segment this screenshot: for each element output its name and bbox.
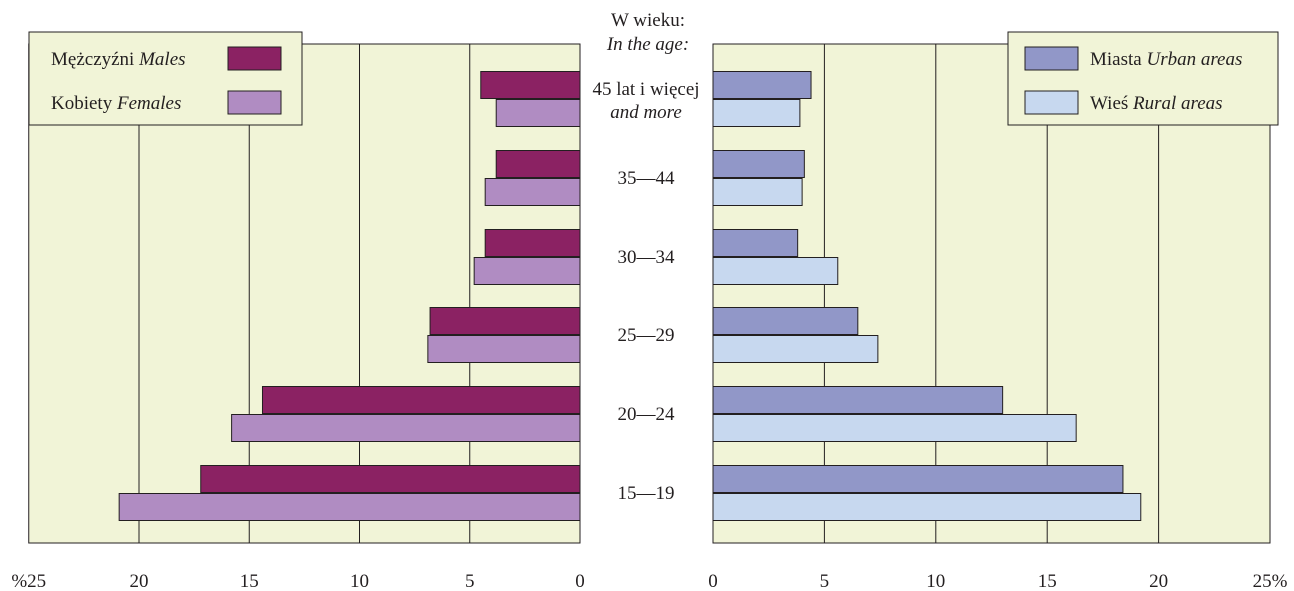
right-bar-urban-areas: [712, 465, 1124, 493]
right-tick-label: 25%: [1253, 571, 1288, 591]
left-tick-label: %25: [11, 571, 46, 591]
right-tick-label: 15: [1038, 571, 1057, 591]
right-panel: 0 5 10 15 20 25%: [708, 43, 1288, 591]
legend-label: Wieś Rural areas: [1090, 93, 1223, 114]
age-label: 35—44: [618, 168, 676, 189]
left-tick-label: 15: [240, 571, 259, 591]
right-tick-label: 0: [708, 571, 718, 591]
right-bar-urban-areas: [712, 71, 812, 99]
right-bar-rural-areas: [712, 493, 1142, 521]
right-bar-urban-areas: [712, 386, 1004, 414]
age-label: 25—29: [618, 325, 675, 346]
age-label: 45 lat i więcej: [592, 79, 699, 100]
right-tick-label: 20: [1149, 571, 1168, 591]
age-label: 15—19: [618, 483, 675, 504]
legend-label: Miasta Urban areas: [1090, 49, 1242, 70]
age-header-pl: W wieku:: [611, 10, 685, 31]
left-bar-males: [480, 71, 581, 99]
left-bar-females: [484, 178, 581, 206]
left-bar-males: [261, 386, 581, 414]
right-bar-urban-areas: [712, 229, 799, 257]
right-bar-rural-areas: [712, 178, 803, 206]
left-tick-label: 5: [465, 571, 475, 591]
age-header-en: In the age:: [606, 34, 689, 55]
right-bar-rural-areas: [712, 99, 801, 127]
right-bar-urban-areas: [712, 307, 859, 335]
left-tick-label: 10: [350, 571, 369, 591]
age-label-en: and more: [610, 102, 682, 123]
legend-swatch: [1024, 90, 1079, 115]
right-legend: Miasta Urban areas Wieś Rural areas: [1007, 31, 1279, 126]
right-bar-urban-areas: [712, 150, 805, 178]
age-label: 20—24: [618, 404, 676, 425]
age-label: 30—34: [618, 247, 676, 268]
right-bar-rural-areas: [712, 414, 1077, 442]
left-bar-males: [200, 465, 581, 493]
right-tick-label: 5: [820, 571, 830, 591]
left-bar-females: [231, 414, 581, 442]
legend-label: Kobiety Females: [51, 93, 181, 114]
legend-swatch: [1024, 46, 1079, 71]
right-plot-area: [712, 43, 1271, 544]
legend-swatch: [227, 46, 282, 71]
left-bar-males: [484, 229, 581, 257]
left-tick-label: 20: [130, 571, 149, 591]
right-tick-label: 10: [926, 571, 945, 591]
legend-label: Mężczyźni Males: [51, 49, 186, 70]
left-bar-males: [429, 307, 581, 335]
right-bar-rural-areas: [712, 257, 839, 285]
left-bar-females: [495, 99, 581, 127]
left-bar-males: [495, 150, 581, 178]
left-bar-females: [118, 493, 581, 521]
legend-swatch: [227, 90, 282, 115]
right-bar-rural-areas: [712, 335, 879, 363]
left-bar-females: [473, 257, 581, 285]
left-tick-label: 0: [575, 571, 585, 591]
left-legend: Mężczyźni Males Kobiety Females: [28, 31, 303, 126]
left-plot-area: [28, 43, 581, 544]
left-bar-females: [427, 335, 581, 363]
left-panel: %25 20 15 10 5 0: [11, 43, 585, 591]
